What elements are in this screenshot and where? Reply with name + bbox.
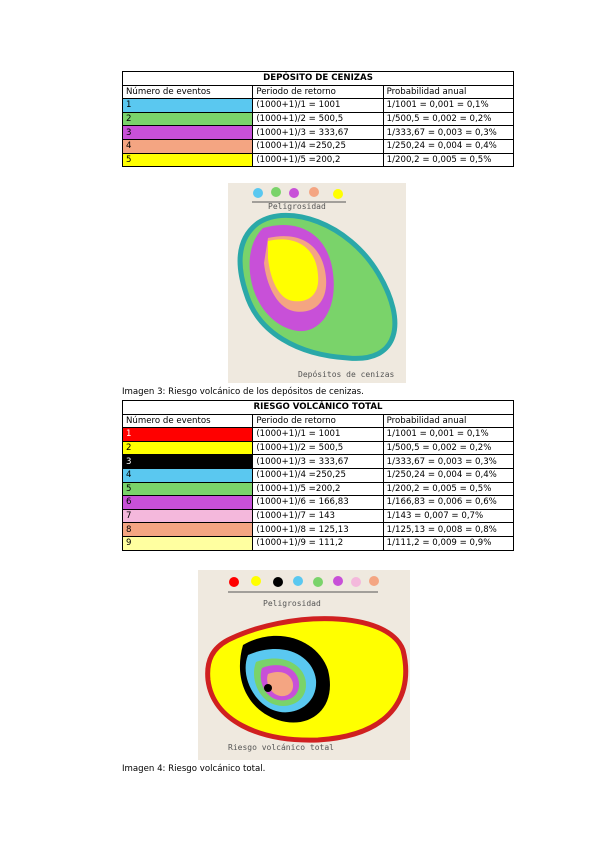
- cell: (1000+1)/9 = 111,2: [252, 535, 384, 551]
- cell: 1/333,67 = 0,003 = 0,3%: [382, 125, 515, 140]
- cell: 1/125,13 = 0,008 = 0,8%: [382, 522, 515, 537]
- row: 1 (1000+1)/1 = 1001 1/1001 = 0,001 = 0,1%: [121, 98, 515, 113]
- cell: 1/333,67 = 0,003 = 0,3%: [382, 454, 515, 469]
- row: 5 (1000+1)/5 =200,2 1/200,2 = 0,005 = 0,5%: [121, 152, 515, 168]
- ash-table: DEPÓSITO DE CENIZAS Número de eventos Peri…: [121, 71, 515, 168]
- row: 5 (1000+1)/5 =200,2 1/200,2 = 0,005 = 0,5%: [121, 481, 515, 497]
- cell: (1000+1)/6 = 166,83: [252, 495, 384, 510]
- row: 6 (1000+1)/6 = 166,83 1/166,83 = 0,006 = 0…: [121, 495, 515, 510]
- caption: Imagen 4: Riesgo volcánico total.: [122, 764, 266, 774]
- title-row: DEPÓSITO DE CENIZAS: [122, 71, 514, 86]
- cell: 1/250,24 = 0,004 = 0,4%: [382, 467, 515, 483]
- header-cell: Probabilidad anual: [382, 413, 515, 429]
- cell: (1000+1)/3 = 333,67: [252, 125, 384, 140]
- hand-legend: Peligrosidad: [263, 599, 321, 608]
- cell: 3: [121, 125, 254, 140]
- header-cell: Número de eventos: [121, 84, 254, 100]
- cell: (1000+1)/7 = 143: [252, 508, 384, 524]
- header-row: Número de eventos Periodo de retorno Proba…: [121, 413, 515, 429]
- cell: 4: [121, 138, 254, 154]
- header-cell: Periodo de retorno: [252, 84, 384, 100]
- cell: 1/500,5 = 0,002 = 0,2%: [382, 111, 515, 127]
- total-table: RIESGO VOLCÁNICO TOTAL Número de eventos P…: [121, 400, 515, 551]
- cell: 1/250,24 = 0,004 = 0,4%: [382, 138, 515, 154]
- cell: 6: [121, 495, 254, 510]
- row: 8 (1000+1)/8 = 125,13 1/125,13 = 0,008 = 0…: [121, 522, 515, 537]
- row: 4 (1000+1)/4 =250,25 1/250,24 = 0,004 = 0,…: [121, 467, 515, 483]
- row: 3 (1000+1)/3 = 333,67 1/333,67 = 0,003 = 0…: [121, 454, 515, 469]
- title-row: RIESGO VOLCÁNICO TOTAL: [122, 400, 514, 415]
- cell: 1/200,2 = 0,005 = 0,5%: [382, 152, 515, 168]
- row: 3 (1000+1)/3 = 333,67 1/333,67 = 0,003 = 0…: [121, 125, 515, 140]
- cell: 1: [121, 98, 254, 113]
- header-cell: Número de eventos: [121, 413, 254, 429]
- cell: (1000+1)/4 =250,25: [252, 138, 384, 154]
- header-cell: Probabilidad anual: [382, 84, 515, 100]
- cell: (1000+1)/4 =250,25: [252, 467, 384, 483]
- cell: (1000+1)/1 = 1001: [252, 427, 384, 442]
- cell: 1/111,2 = 0,009 = 0,9%: [382, 535, 515, 551]
- table-title: RIESGO VOLCÁNICO TOTAL: [122, 400, 514, 415]
- total-image: Peligrosidad Riesgo volcánico total: [198, 570, 410, 760]
- row: 4 (1000+1)/4 =250,25 1/250,24 = 0,004 = 0,…: [121, 138, 515, 154]
- row: 7 (1000+1)/7 = 143 1/143 = 0,007 = 0,7%: [121, 508, 515, 524]
- cell: (1000+1)/2 = 500,5: [252, 111, 384, 127]
- cell: 1/143 = 0,007 = 0,7%: [382, 508, 515, 524]
- cell: 2: [121, 440, 254, 456]
- row: 1 (1000+1)/1 = 1001 1/1001 = 0,001 = 0,1%: [121, 427, 515, 442]
- row: 9 (1000+1)/9 = 111,2 1/111,2 = 0,009 = 0,9…: [121, 535, 515, 551]
- cell: 5: [121, 481, 254, 497]
- cell: (1000+1)/1 = 1001: [252, 98, 384, 113]
- cell: 1/166,83 = 0,006 = 0,6%: [382, 495, 515, 510]
- cell: 7: [121, 508, 254, 524]
- cell: 1: [121, 427, 254, 442]
- row: 2 (1000+1)/2 = 500,5 1/500,5 = 0,002 = 0,2…: [121, 111, 515, 127]
- header-row: Número de eventos Periodo de retorno Proba…: [121, 84, 515, 100]
- cell: (1000+1)/8 = 125,13: [252, 522, 384, 537]
- row: 2 (1000+1)/2 = 500,5 1/500,5 = 0,002 = 0,2…: [121, 440, 515, 456]
- cell: 1/1001 = 0,001 = 0,1%: [382, 427, 515, 442]
- cell: (1000+1)/3 = 333,67: [252, 454, 384, 469]
- caption: Imagen 3: Riesgo volcánico de los depósi…: [122, 387, 364, 397]
- cell: 8: [121, 522, 254, 537]
- table-title: DEPÓSITO DE CENIZAS: [122, 71, 514, 86]
- cell: 1/200,2 = 0,005 = 0,5%: [382, 481, 515, 497]
- cell: 9: [121, 535, 254, 551]
- cell: 3: [121, 454, 254, 469]
- header-cell: Periodo de retorno: [252, 413, 384, 429]
- hand-label: Riesgo volcánico total: [228, 743, 334, 752]
- cell: (1000+1)/2 = 500,5: [252, 440, 384, 456]
- cell: 4: [121, 467, 254, 483]
- cell: 5: [121, 152, 254, 168]
- cell: 1/500,5 = 0,002 = 0,2%: [382, 440, 515, 456]
- cell: 2: [121, 111, 254, 127]
- ash-image: Peligrosidad Depósitos de cenizas: [228, 183, 406, 383]
- hand-legend: Peligrosidad: [268, 202, 326, 211]
- hand-label: Depósitos de cenizas: [298, 369, 395, 379]
- cell: (1000+1)/5 =200,2: [252, 152, 384, 168]
- cell: 1/1001 = 0,001 = 0,1%: [382, 98, 515, 113]
- cell: (1000+1)/5 =200,2: [252, 481, 384, 497]
